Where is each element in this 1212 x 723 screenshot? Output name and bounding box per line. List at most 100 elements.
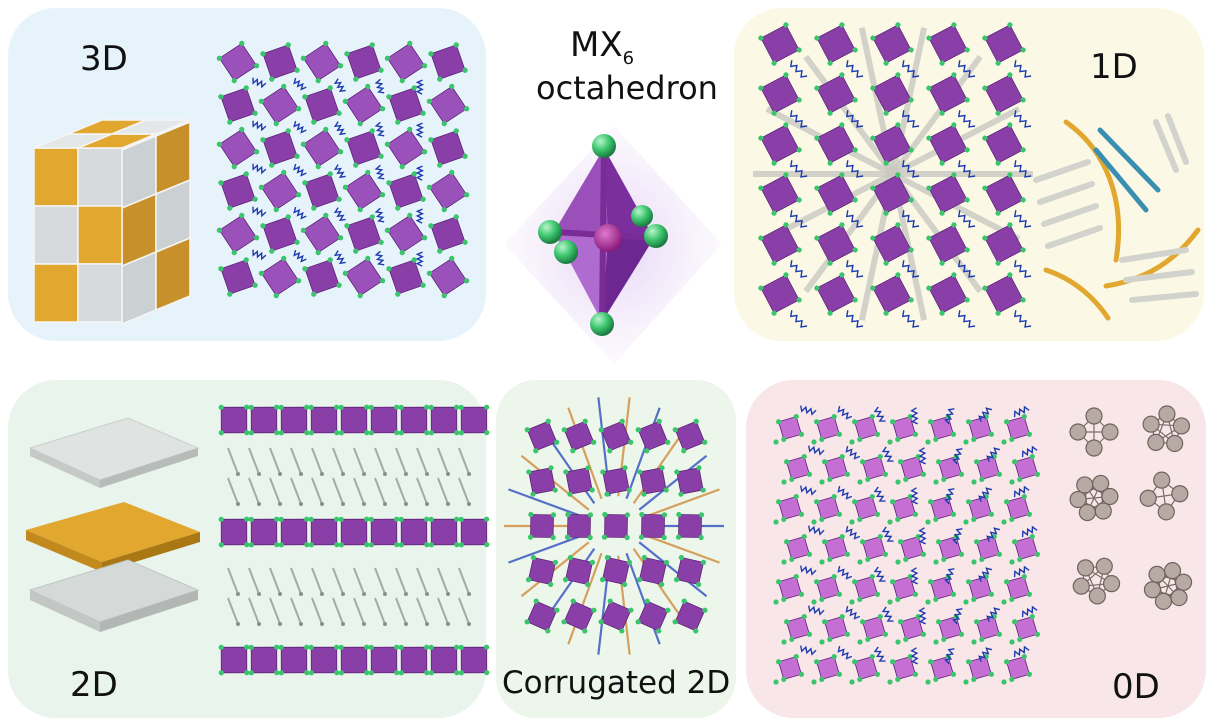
halide-atom	[814, 135, 820, 141]
organic-spacer	[374, 597, 386, 625]
halide-atom	[550, 534, 556, 541]
halide-atom	[819, 559, 825, 565]
halide-atom	[528, 511, 534, 518]
halide-atom	[334, 670, 340, 676]
halide-atom	[484, 516, 490, 522]
organic-atom	[362, 622, 366, 626]
octahedron-unit	[530, 514, 554, 538]
halide-atom	[883, 310, 889, 316]
halide-atom	[811, 439, 817, 445]
octahedron-unit	[304, 173, 340, 209]
halide-atom	[971, 639, 977, 645]
halide-atom	[248, 516, 254, 522]
octahedron-unit	[346, 216, 382, 252]
octahedron-unit	[928, 274, 968, 314]
halide-atom	[678, 491, 684, 497]
organic-chain	[789, 260, 808, 278]
octahedron-unit	[602, 467, 630, 495]
halide-atom	[357, 121, 363, 127]
halide-atom	[889, 659, 896, 665]
halide-atom	[407, 126, 413, 132]
halide-atom	[796, 247, 802, 253]
octahedron-unit	[928, 24, 968, 64]
halide-atom	[951, 72, 957, 78]
organic-chain	[415, 208, 425, 224]
organic-chain	[333, 250, 346, 265]
halide-atom	[548, 465, 554, 471]
organic-chain	[845, 310, 864, 328]
halide-atom	[336, 110, 342, 116]
halide-atom	[1009, 559, 1015, 565]
organic-spacer	[332, 597, 344, 625]
cluster-atom	[1092, 474, 1110, 493]
halide-atom	[644, 598, 650, 604]
halide-atom	[243, 85, 249, 91]
halide-atom	[398, 404, 404, 410]
halide-atom	[1009, 479, 1015, 485]
organic-chain	[951, 608, 963, 625]
halide-atom	[758, 235, 764, 241]
halide-atom	[428, 516, 434, 522]
halide-atom	[364, 670, 370, 676]
organic-chain	[415, 79, 425, 95]
lattice-1d	[753, 22, 1033, 328]
organic-atom	[341, 472, 345, 476]
halide-atom	[334, 516, 340, 522]
organic-spacer	[269, 447, 281, 475]
halide-atom	[672, 427, 678, 433]
halide-atom	[852, 247, 858, 253]
rod-gold	[1103, 227, 1201, 289]
halide-atom	[933, 479, 939, 485]
octahedron-unit	[220, 646, 248, 674]
halide-atom	[604, 491, 610, 497]
halide-atom	[941, 556, 947, 563]
halide-atom	[965, 419, 972, 425]
octahedron-unit	[250, 646, 278, 674]
halide-atom	[926, 135, 932, 141]
metal-atom	[594, 224, 622, 252]
cluster-atom	[1172, 417, 1191, 435]
octahedron-unit	[928, 124, 968, 164]
halide-atom	[908, 97, 914, 103]
octahedron-unit	[816, 656, 840, 680]
halide-atom	[619, 628, 625, 634]
organic-atom	[320, 502, 324, 506]
octahedron-unit	[430, 44, 466, 80]
halide-atom	[554, 439, 560, 445]
halide-atom	[294, 239, 300, 245]
octahedron-unit	[938, 456, 962, 480]
halide-atom	[796, 297, 802, 303]
halide-atom	[874, 511, 881, 517]
halide-atom	[394, 516, 400, 522]
organic-ray	[567, 407, 603, 500]
cluster-atom	[1069, 423, 1087, 441]
halide-atom	[278, 404, 284, 410]
octahedron-unit	[400, 646, 428, 674]
organic-chain	[901, 260, 920, 278]
organic-atom	[257, 472, 261, 476]
organic-chain	[1021, 605, 1038, 618]
octahedron-unit	[930, 416, 954, 440]
halide-atom	[281, 255, 287, 261]
label-corrugated-2d: Corrugated 2D	[502, 665, 731, 701]
halide-atom	[368, 542, 374, 548]
halide-atom	[422, 235, 428, 241]
halide-atom	[484, 430, 490, 436]
halide-atom	[912, 671, 919, 677]
organic-atom	[362, 472, 366, 476]
octahedron-unit	[302, 42, 342, 82]
halide-atom	[979, 556, 985, 563]
halide-atom	[933, 596, 939, 603]
halide-atom	[1001, 439, 1007, 445]
organic-atom	[236, 472, 240, 476]
halide-atom	[870, 285, 876, 291]
halide-atom	[1001, 599, 1007, 605]
halide-atom	[781, 676, 787, 683]
halide-atom	[912, 511, 919, 517]
halide-atom	[1011, 619, 1018, 625]
halide-atom	[698, 534, 704, 541]
octahedron-unit	[370, 406, 398, 434]
halide-atom	[827, 160, 833, 166]
octahedron-unit	[370, 518, 398, 546]
cube-block	[33, 147, 79, 207]
